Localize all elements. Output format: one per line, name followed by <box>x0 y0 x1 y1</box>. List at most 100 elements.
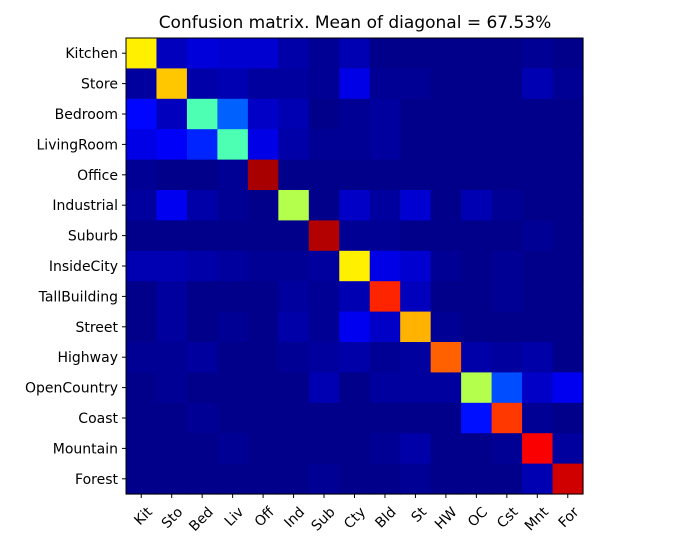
heatmap-cell-7-12 <box>491 250 523 282</box>
heatmap-cell-0-1 <box>156 38 188 69</box>
heatmap-cell-10-13 <box>522 342 554 373</box>
heatmap-cell-9-6 <box>308 311 340 343</box>
heatmap-cell-12-11 <box>461 402 493 434</box>
heatmap-cell-5-1 <box>156 190 188 221</box>
heatmap-cell-11-13 <box>522 372 554 404</box>
heatmap-cell-5-2 <box>186 190 218 221</box>
heatmap-cell-4-1 <box>156 159 188 191</box>
heatmap-cell-0-6 <box>308 38 340 69</box>
heatmap-cell-3-9 <box>400 129 432 161</box>
heatmap-cell-8-11 <box>461 281 493 313</box>
heatmap-cell-14-9 <box>400 463 432 495</box>
heatmap-cell-6-10 <box>430 220 462 252</box>
heatmap-cell-0-13 <box>522 38 554 69</box>
y-tick-label: LivingRoom <box>37 137 119 153</box>
heatmap-cell-14-4 <box>247 463 279 495</box>
heatmap-cell-11-10 <box>430 372 462 404</box>
x-tick-label: Ind <box>281 504 308 531</box>
heatmap-cell-11-14 <box>552 372 584 404</box>
heatmap-cell-14-6 <box>308 463 340 495</box>
y-tick-label: Forest <box>75 472 118 488</box>
heatmap-cell-9-2 <box>186 311 218 343</box>
heatmap-cell-8-4 <box>247 281 279 313</box>
heatmap-cell-3-3 <box>217 129 249 161</box>
heatmap-cell-6-4 <box>247 220 279 252</box>
heatmap-cell-4-5 <box>278 159 310 191</box>
heatmap-cell-11-0 <box>126 372 158 404</box>
heatmap-cell-13-2 <box>186 433 218 465</box>
heatmap-cell-3-6 <box>308 129 340 161</box>
heatmap-cell-1-10 <box>430 68 462 100</box>
heatmap-cell-9-9 <box>400 311 432 343</box>
heatmap-cell-1-6 <box>308 68 340 100</box>
heatmap-cell-3-4 <box>247 129 279 161</box>
heatmap-cell-11-11 <box>461 372 493 404</box>
y-axis-ticks: Kitchen Store Bedroom LivingRoom Office Indus… <box>25 46 126 488</box>
heatmap-cell-3-12 <box>491 129 523 161</box>
heatmap-cell-6-0 <box>126 220 158 252</box>
heatmap-cell-14-5 <box>278 463 310 495</box>
heatmap-cell-11-8 <box>369 372 401 404</box>
heatmap-cell-1-2 <box>186 68 218 100</box>
y-tick-label: Coast <box>78 411 118 427</box>
heatmap-cell-14-10 <box>430 463 462 495</box>
heatmap-cell-13-12 <box>491 433 523 465</box>
y-tick-label: OpenCountry <box>25 381 118 397</box>
heatmap-cell-10-10 <box>430 342 462 373</box>
x-tick-label: HW <box>432 504 461 533</box>
heatmap-cell-0-8 <box>369 38 401 69</box>
heatmap-cell-13-6 <box>308 433 340 465</box>
x-tick-label: Sto <box>159 504 187 532</box>
heatmap-cell-14-3 <box>217 463 249 495</box>
heatmap-cell-2-7 <box>339 98 371 130</box>
heatmap-cell-12-2 <box>186 402 218 434</box>
heatmap-cell-12-3 <box>217 402 249 434</box>
heatmap-cell-2-9 <box>400 98 432 130</box>
heatmap-cell-1-9 <box>400 68 432 100</box>
heatmap-cell-9-3 <box>217 311 249 343</box>
heatmap-cell-4-8 <box>369 159 401 191</box>
heatmap-cell-6-8 <box>369 220 401 252</box>
heatmap-cell-11-1 <box>156 372 188 404</box>
heatmap-cell-10-11 <box>461 342 493 373</box>
heatmap-cell-14-13 <box>522 463 554 495</box>
heatmap-cell-5-3 <box>217 190 249 221</box>
heatmap-cell-8-1 <box>156 281 188 313</box>
heatmap-cell-12-10 <box>430 402 462 434</box>
heatmap-cell-7-11 <box>461 250 493 282</box>
heatmap-cell-1-11 <box>461 68 493 100</box>
heatmap-cell-2-12 <box>491 98 523 130</box>
heatmap-cell-13-1 <box>156 433 188 465</box>
heatmap-cell-10-4 <box>247 342 279 373</box>
x-tick-label: Cst <box>494 504 522 532</box>
heatmap-cell-7-0 <box>126 250 158 282</box>
heatmap-cell-2-6 <box>308 98 340 130</box>
heatmap-cell-5-5 <box>278 190 310 221</box>
heatmap-cell-1-7 <box>339 68 371 100</box>
heatmap-cell-7-9 <box>400 250 432 282</box>
y-tick-label: Kitchen <box>65 46 118 62</box>
heatmap-cell-0-12 <box>491 38 523 69</box>
heatmap-cell-11-3 <box>217 372 249 404</box>
heatmap-cell-1-8 <box>369 68 401 100</box>
heatmap-cell-6-13 <box>522 220 554 252</box>
chart-title: Confusion matrix. Mean of diagonal = 67.… <box>159 13 552 33</box>
y-tick-label: InsideCity <box>49 259 118 275</box>
heatmap-cell-11-12 <box>491 372 523 404</box>
heatmap-cell-3-13 <box>522 129 554 161</box>
heatmap-cell-2-3 <box>217 98 249 130</box>
heatmap-cell-5-4 <box>247 190 279 221</box>
heatmap-cell-9-12 <box>491 311 523 343</box>
heatmap-cell-13-5 <box>278 433 310 465</box>
heatmap-cell-3-2 <box>186 129 218 161</box>
heatmap-cell-2-13 <box>522 98 554 130</box>
heatmap-cell-12-5 <box>278 402 310 434</box>
x-tick-label: OC <box>465 504 491 530</box>
heatmap-cell-8-12 <box>491 281 523 313</box>
heatmap-cells <box>126 38 584 495</box>
heatmap-cell-6-9 <box>400 220 432 252</box>
heatmap-cell-4-6 <box>308 159 340 191</box>
heatmap-cell-3-5 <box>278 129 310 161</box>
heatmap-cell-14-12 <box>491 463 523 495</box>
heatmap-cell-11-9 <box>400 372 432 404</box>
